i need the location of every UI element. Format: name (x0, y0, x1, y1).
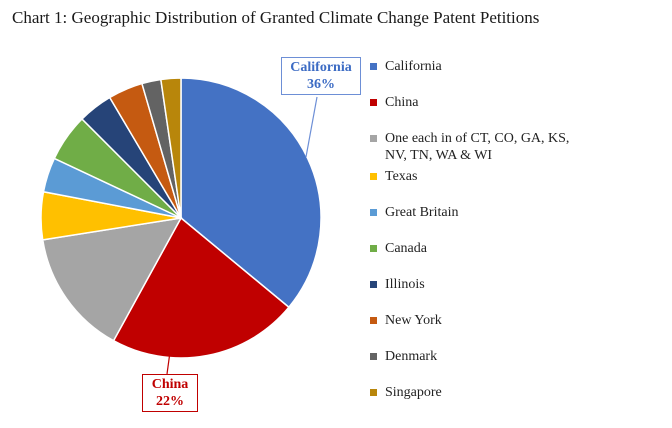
legend-label: Illinois (385, 277, 425, 292)
chart-title: Chart 1: Geographic Distribution of Gran… (12, 8, 540, 27)
california-callout-value: 36% (307, 77, 335, 92)
legend-label: Singapore (385, 385, 442, 400)
legend-swatch (370, 135, 377, 142)
california-callout-label: California (290, 60, 352, 75)
legend-label: Canada (385, 241, 427, 256)
legend-item: One each in of CT, CO, GA, KS, NV, TN, W… (370, 130, 575, 164)
pie-slice-california (180, 77, 322, 309)
china-callout-value: 22% (156, 394, 184, 409)
legend-swatch (370, 209, 377, 216)
china-callout: China 22% (142, 374, 198, 412)
legend-swatch (370, 245, 377, 252)
legend-label: One each in of CT, CO, GA, KS, NV, TN, W… (385, 131, 570, 163)
legend-swatch (370, 99, 377, 106)
china-leader-line (166, 351, 171, 375)
california-leader-line (305, 96, 318, 158)
legend-label: Texas (385, 169, 418, 184)
legend-swatch (370, 389, 377, 396)
legend-item: Singapore (370, 384, 442, 401)
pie-slice-one-each-in-of-ct-co-ga-ks-nv-tn-wa-wi (41, 217, 183, 342)
legend-label: Denmark (385, 349, 438, 364)
legend-item: California (370, 58, 442, 75)
legend-label: Great Britain (385, 205, 459, 220)
legend-swatch (370, 353, 377, 360)
legend-label: China (385, 95, 419, 110)
legend-item: New York (370, 312, 442, 329)
california-callout: California 36% (281, 57, 361, 95)
legend-swatch (370, 63, 377, 70)
legend-item: Denmark (370, 348, 437, 365)
pie-slice-china (112, 216, 290, 359)
legend-swatch (370, 317, 377, 324)
legend-label: New York (385, 313, 442, 328)
china-callout-label: China (151, 377, 189, 392)
legend-item: Great Britain (370, 204, 458, 221)
legend-label: California (385, 59, 442, 74)
pie-slice-singapore (159, 77, 182, 219)
legend-swatch (370, 281, 377, 288)
legend-item: China (370, 94, 418, 111)
legend-item: Texas (370, 168, 417, 185)
legend-item: Canada (370, 240, 427, 257)
pie-slices (40, 77, 322, 359)
legend-swatch (370, 173, 377, 180)
legend-item: Illinois (370, 276, 425, 293)
